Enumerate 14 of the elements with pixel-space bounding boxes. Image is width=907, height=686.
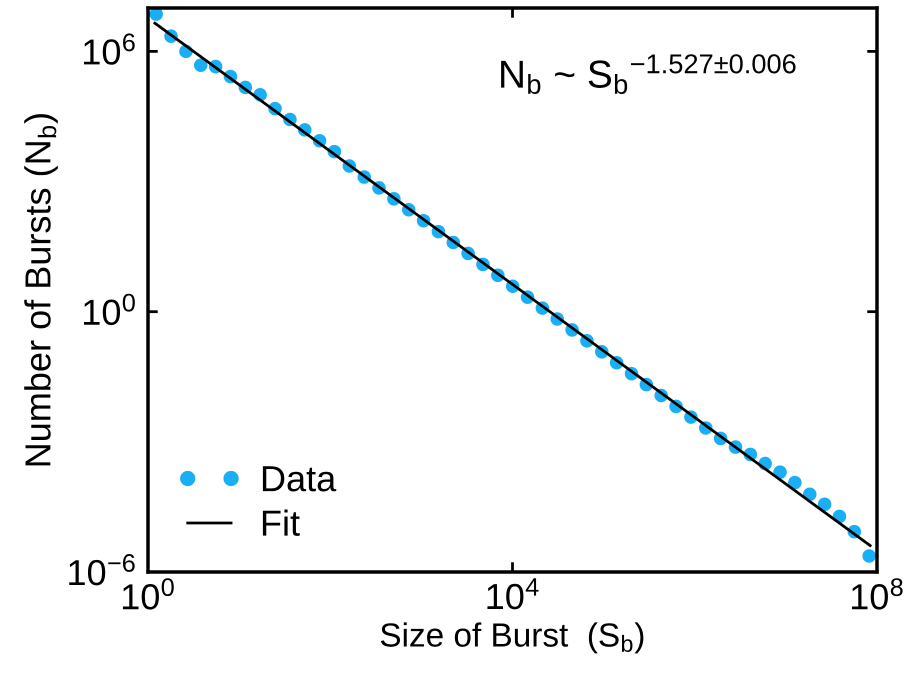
y-tick-label: 10$^{0}$ [84, 294, 135, 326]
y-axis-title: Number of Bursts (N$_{b}$) [24, 114, 58, 466]
legend-label: Fit [262, 509, 300, 536]
x-axis-title: Size of Burst (S$_{b}$) [380, 622, 644, 654]
point [818, 498, 832, 512]
point [194, 58, 208, 72]
point [149, 8, 163, 21]
x-tick-label: 10$^{4}$ [487, 578, 539, 610]
point [862, 549, 876, 563]
annotation: N$_{b}$ ~ S$_{b}$$^{−1.527±0.006}$ [501, 54, 796, 94]
point [788, 476, 802, 490]
y-tick-label: 10$^{6}$ [84, 33, 135, 65]
x-tick-label: 10$^{8}$ [852, 578, 903, 610]
legend-label: Data [262, 466, 336, 492]
